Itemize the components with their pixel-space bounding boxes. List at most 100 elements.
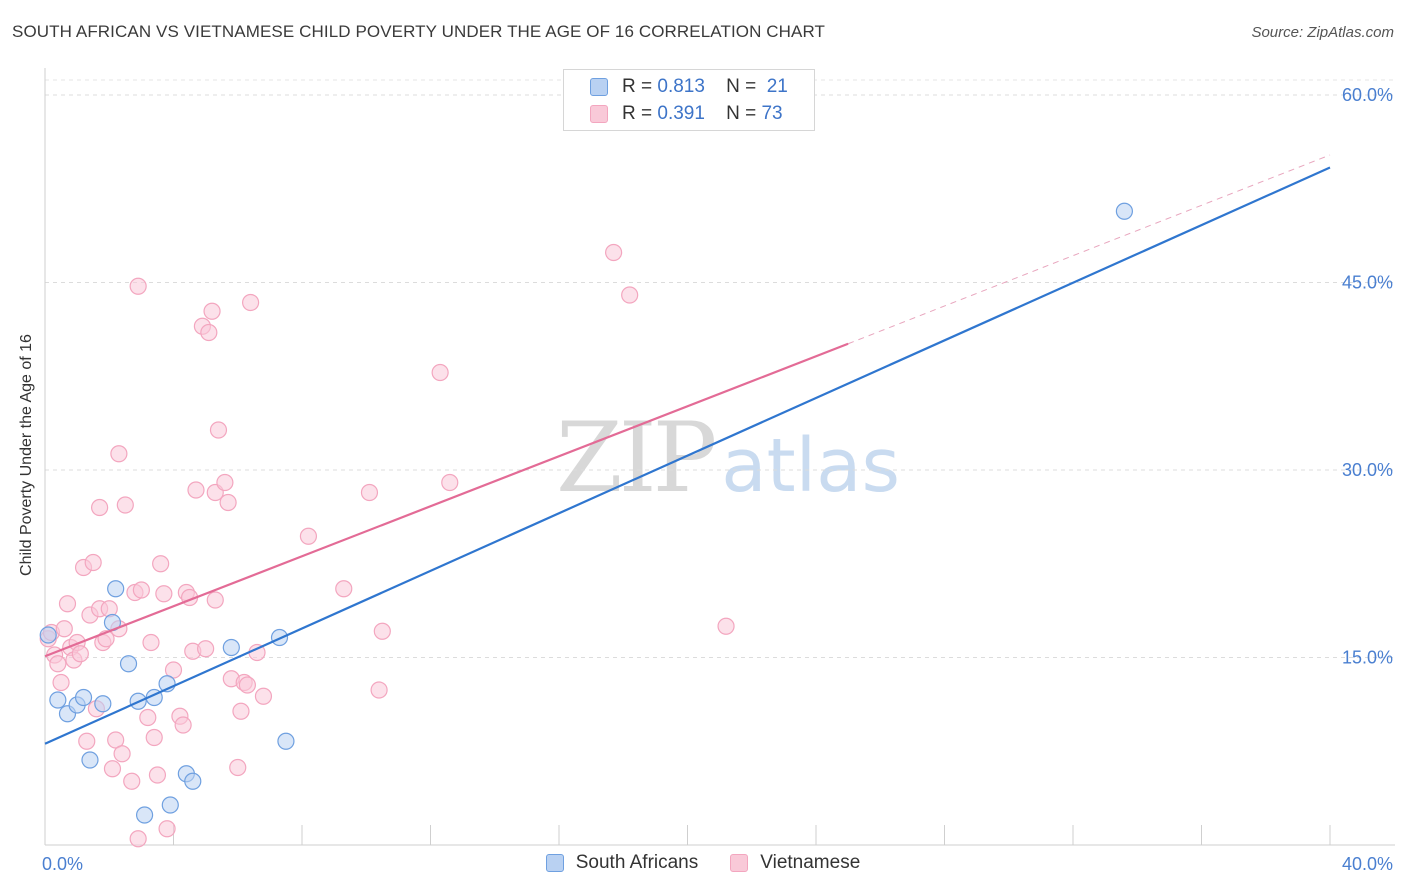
axes <box>44 68 1395 846</box>
legend-n-label: N = <box>726 103 757 124</box>
south-african-point <box>49 691 67 709</box>
series-legend: South Africans Vietnamese <box>0 852 1406 874</box>
vietnamese-point <box>229 758 247 777</box>
south-african-point <box>1115 202 1134 220</box>
south-african-point <box>94 695 112 713</box>
vietnamese-point <box>145 728 163 747</box>
vietnamese-point <box>78 732 96 750</box>
x-tick-label: 40.0% <box>1342 854 1393 874</box>
legend-r-value: 0.391 <box>657 103 705 124</box>
source-label: Source: ZipAtlas.com <box>1251 24 1394 41</box>
legend-swatch-vietnamese <box>590 105 608 123</box>
vietnamese-point <box>84 553 102 572</box>
vietnamese-point <box>441 473 459 492</box>
legend-label-south-africans: South Africans <box>575 852 699 873</box>
vietnamese-point <box>139 708 157 727</box>
vietnamese-point <box>107 731 125 749</box>
vietnamese-point <box>238 676 256 694</box>
legend-label-vietnamese: Vietnamese <box>760 852 861 873</box>
grid-lines <box>45 79 1395 658</box>
vietnamese-point <box>113 745 131 763</box>
vietnamese-point <box>58 595 77 613</box>
south-african-point <box>74 688 93 707</box>
vietnamese-point <box>123 772 141 790</box>
legend-n-value: 73 <box>761 103 783 124</box>
legend-r-value: 0.813 <box>657 76 705 97</box>
correlation-legend: R = 0.813 N = 21 R = 0.391 N = 73 <box>563 69 815 131</box>
legend-r-label: R = <box>622 76 653 97</box>
vietnamese-point <box>197 640 215 658</box>
chart-title: SOUTH AFRICAN VS VIETNAMESE CHILD POVERT… <box>12 22 826 41</box>
south-african-point <box>107 580 125 598</box>
vietnamese-point <box>242 293 260 312</box>
vietnamese-point <box>717 617 735 635</box>
vietnamese-point <box>431 363 449 382</box>
vietnamese-point <box>129 830 147 848</box>
vietnamese-point <box>216 473 234 492</box>
vietnamese-point <box>129 277 147 295</box>
vietnamese-point <box>132 581 150 599</box>
legend-row-vietnamese: R = 0.391 N = 73 <box>590 102 783 126</box>
south-african-point <box>81 751 99 769</box>
data-points <box>39 166 1331 848</box>
vietnamese-point <box>219 493 237 512</box>
vietnamese-point <box>103 760 122 778</box>
legend-item-vietnamese: Vietnamese <box>730 852 860 874</box>
watermark-atlas: atlas <box>721 423 901 509</box>
vietnamese-point <box>91 498 109 517</box>
south-african-point <box>222 638 240 657</box>
y-tick-label: 45.0% <box>1342 273 1393 293</box>
vietnamese-point <box>254 687 273 705</box>
y-tick-label: 15.0% <box>1342 648 1393 668</box>
vietnamese-point <box>203 302 221 320</box>
vietnamese-point <box>152 555 170 573</box>
vietnamese-point <box>158 820 176 838</box>
tick-labels: 15.0% 30.0% 45.0% 60.0% 0.0% 40.0% <box>42 85 1393 874</box>
vietnamese-point <box>52 673 70 692</box>
vietnamese-trend-extension <box>847 154 1331 345</box>
south-african-point <box>119 655 138 673</box>
zipatlas-watermark: ZIP atlas <box>556 402 900 514</box>
vietnamese-point <box>360 483 379 502</box>
vietnamese-point <box>605 243 623 262</box>
trend-lines <box>847 154 1331 345</box>
vietnamese-point <box>71 645 89 663</box>
legend-n-label: N = <box>726 76 757 97</box>
legend-item-south-africans: South Africans <box>545 852 699 874</box>
vietnamese-point <box>206 591 224 609</box>
legend-swatch-south-africans <box>590 78 608 96</box>
vietnamese-point <box>49 655 67 673</box>
y-tick-label: 30.0% <box>1342 460 1393 480</box>
vietnamese-point <box>299 527 318 545</box>
y-tick-label: 60.0% <box>1342 85 1393 105</box>
vietnamese-point <box>164 661 183 679</box>
legend-row-south-africans: R = 0.813 N = 21 <box>590 75 788 99</box>
vietnamese-point <box>174 716 192 734</box>
legend-swatch-vietnamese <box>730 854 749 872</box>
vietnamese-point <box>142 633 160 652</box>
south-africans-trend-line <box>44 166 1331 745</box>
vietnamese-point <box>110 445 128 463</box>
south-african-point <box>161 796 179 814</box>
vietnamese-point <box>200 323 218 342</box>
vietnamese-point <box>187 481 205 499</box>
legend-swatch-south-africans <box>545 854 564 872</box>
vietnamese-point <box>55 620 73 638</box>
vietnamese-point <box>232 702 250 720</box>
legend-r-label: R = <box>622 103 653 124</box>
vietnamese-point <box>148 766 167 784</box>
vietnamese-point <box>373 622 391 640</box>
vietnamese-point <box>370 681 388 699</box>
vietnamese-point <box>209 421 228 439</box>
watermark-zip: ZIP <box>556 402 717 514</box>
vietnamese-trend-line <box>44 342 849 658</box>
south-african-point <box>39 626 57 644</box>
vietnamese-point <box>116 496 134 514</box>
vietnamese-point <box>335 580 353 598</box>
legend-n-value: 21 <box>766 76 788 97</box>
south-african-point <box>184 772 202 790</box>
x-tick-label: 0.0% <box>42 854 83 874</box>
south-african-point <box>277 732 295 750</box>
vietnamese-point <box>621 286 639 304</box>
